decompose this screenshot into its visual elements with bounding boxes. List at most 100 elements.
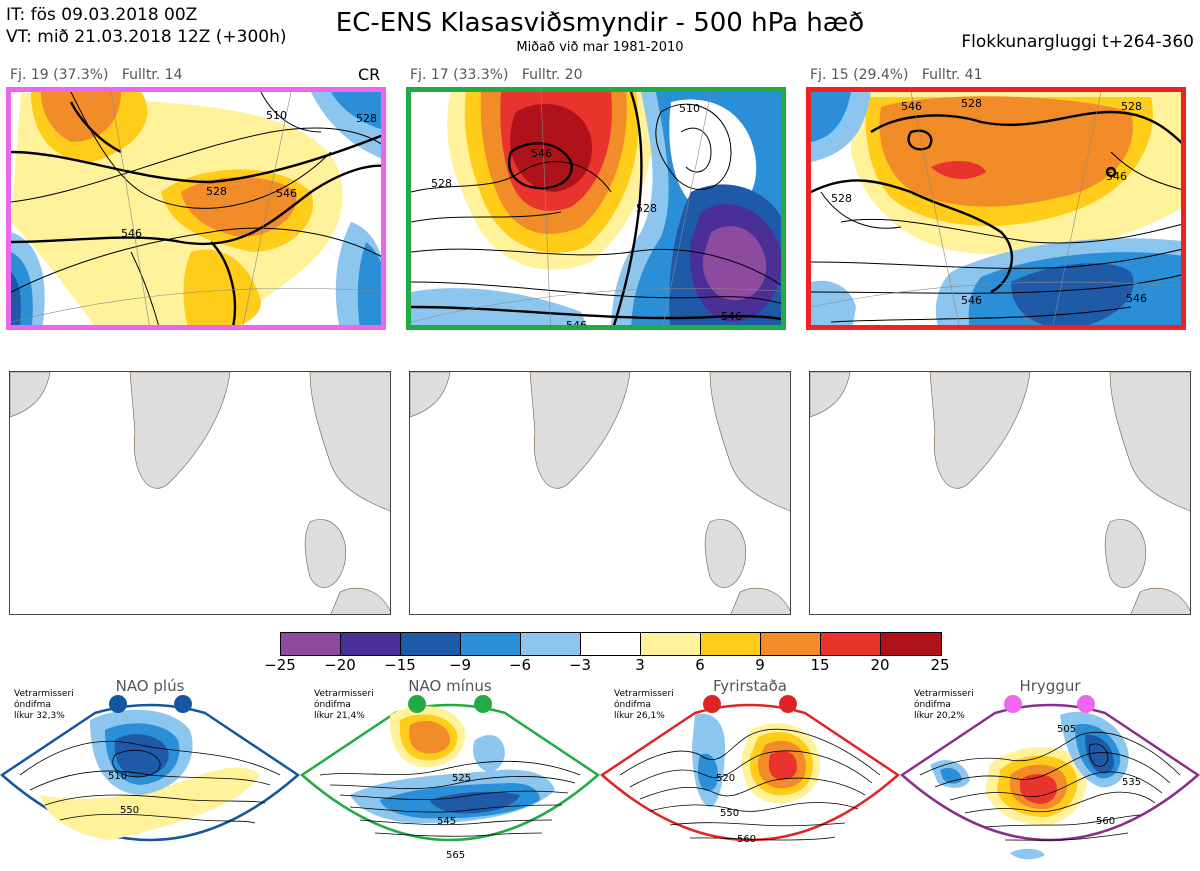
colorbar-tick: −9 — [448, 656, 472, 674]
regime-ridge[interactable]: 505 535 560 Hryggur Vetrarmisseri óndifm… — [900, 675, 1200, 871]
land-outline-map — [810, 372, 1190, 614]
anomaly-map: 546 528 528 546 528 546 546 — [811, 92, 1181, 325]
regime-marker — [408, 695, 426, 713]
anomaly-map: 510 528 546 528 546 — [11, 92, 381, 325]
regime-map: 510 550 — [0, 695, 300, 842]
contour-label: 546 — [961, 294, 982, 307]
colorbar-tick: −6 — [508, 656, 532, 674]
colorbar-tick: 6 — [695, 656, 705, 674]
colorbar-tick: −15 — [384, 656, 416, 674]
colorbar-cell — [881, 633, 941, 655]
panel-2-label: Fj. 17 (33.3%) Fulltr. 20 — [410, 67, 583, 83]
contour-label: 546 — [121, 227, 142, 240]
colorbar-cell — [581, 633, 641, 655]
contour-label: 510 — [266, 109, 287, 122]
regime-note-line: óndifma — [314, 700, 351, 710]
contour-label: 528 — [206, 185, 227, 198]
regime-note-line: líkur 26,1% — [614, 711, 665, 721]
colorbar-cell — [461, 633, 521, 655]
anomaly-colorbar — [280, 632, 942, 656]
contour-label: 560 — [1096, 816, 1115, 827]
regime-marker — [474, 695, 492, 713]
contour-label: 550 — [720, 808, 739, 819]
regime-note-line: líkur 32,3% — [14, 711, 65, 721]
contour-label: 510 — [108, 771, 127, 782]
cluster-label: Fj. 19 (37.3%) — [10, 67, 109, 83]
regime-note-line: líkur 21,4% — [314, 711, 365, 721]
colorbar-tick: 20 — [870, 656, 890, 674]
contour-label: 528 — [356, 112, 377, 125]
regime-name: NAO mínus — [408, 677, 492, 695]
contour-label: 528 — [961, 97, 982, 110]
cluster-map-1[interactable]: 510 528 546 528 546 — [6, 87, 386, 330]
regime-note-line: Vetrarmisseri — [14, 689, 74, 699]
cluster-map-3[interactable]: 546 528 528 546 528 546 546 — [806, 87, 1186, 330]
colorbar-tick: 9 — [755, 656, 765, 674]
contour-label: 565 — [446, 850, 465, 861]
colorbar-tick: 3 — [635, 656, 645, 674]
contour-label: 546 — [901, 100, 922, 113]
regime-marker — [703, 695, 721, 713]
regime-note-line: Vetrarmisseri — [314, 689, 374, 699]
colorbar-tick: 15 — [810, 656, 830, 674]
regime-marker — [174, 695, 192, 713]
regime-map: 520 550 560 — [600, 695, 900, 845]
anomaly-map: 546 528 510 528 546 546 — [411, 92, 781, 330]
contour-label: 520 — [716, 773, 735, 784]
contour-label: 510 — [679, 102, 700, 115]
panel-1-label: Fj. 19 (37.3%) Fulltr. 14 — [10, 67, 183, 83]
contour-label: 528 — [431, 177, 452, 190]
colorbar-cell — [401, 633, 461, 655]
colorbar-cell — [341, 633, 401, 655]
colorbar-cell — [761, 633, 821, 655]
contour-label: 535 — [1122, 777, 1141, 788]
regime-probability: Vetrarmisseri óndifma líkur 20,2% — [914, 689, 974, 722]
regime-marker — [1004, 695, 1022, 713]
valid-time: VT: mið 21.03.2018 12Z (+300h) — [6, 27, 287, 47]
representative-label: Fulltr. 20 — [521, 67, 583, 83]
colorbar-tick: 25 — [930, 656, 950, 674]
classification-window: Flokkunargluggi t+264-360 — [961, 32, 1194, 52]
contour-label: 528 — [1121, 100, 1142, 113]
regime-map: 505 535 560 — [900, 695, 1200, 860]
initial-time: IT: fös 09.03.2018 00Z — [6, 5, 198, 25]
regime-marker — [779, 695, 797, 713]
regime-name: Hryggur — [1019, 677, 1081, 695]
blank-map-2 — [409, 371, 791, 615]
cluster-map-2[interactable]: 546 528 510 528 546 546 — [406, 87, 786, 330]
contour-label: 546 — [566, 319, 587, 330]
colorbar-cell — [701, 633, 761, 655]
regime-note-line: líkur 20,2% — [914, 711, 965, 721]
regime-blocking[interactable]: 520 550 560 Fyrirstaða Vetrarmisseri ónd… — [600, 675, 900, 871]
contour-label: 528 — [831, 192, 852, 205]
contour-label: 525 — [452, 773, 471, 784]
regime-nao-plus[interactable]: 510 550 NAO plús Vetrarmisseri óndifma l… — [0, 675, 300, 871]
colorbar-ticks: −25 −20 −15 −9 −6 −3 3 6 9 15 20 25 — [264, 656, 949, 674]
colorbar-tick: −3 — [568, 656, 592, 674]
regime-nao-minus[interactable]: 525 545 565 NAO mínus Vetrarmisseri óndi… — [300, 675, 600, 871]
land-outline-map — [10, 372, 390, 614]
contour-label: 546 — [1126, 292, 1147, 305]
blank-map-3 — [809, 371, 1191, 615]
cluster-label: Fj. 15 (29.4%) — [810, 67, 909, 83]
blank-map-1 — [9, 371, 391, 615]
colorbar-tick: −20 — [324, 656, 356, 674]
regime-probability: Vetrarmisseri óndifma líkur 21,4% — [314, 689, 374, 722]
regime-note-line: óndifma — [914, 700, 951, 710]
regime-marker — [109, 695, 127, 713]
colorbar-tick: −25 — [264, 656, 296, 674]
colorbar-cell — [521, 633, 581, 655]
contour-label: 528 — [636, 202, 657, 215]
contour-label: 550 — [120, 805, 139, 816]
colorbar-cell — [641, 633, 701, 655]
contour-label: 505 — [1057, 724, 1076, 735]
representative-label: Fulltr. 14 — [121, 67, 183, 83]
regime-marker — [1077, 695, 1095, 713]
page-title: EC-ENS Klasasviðsmyndir - 500 hPa hæð — [335, 8, 865, 38]
regime-map: 525 545 565 — [300, 695, 600, 861]
contour-label: 546 — [531, 147, 552, 160]
contour-label: 546 — [721, 310, 742, 323]
regime-note-line: Vetrarmisseri — [914, 689, 974, 699]
climate-regime-badge: CR — [358, 65, 381, 84]
colorbar-cell — [821, 633, 881, 655]
